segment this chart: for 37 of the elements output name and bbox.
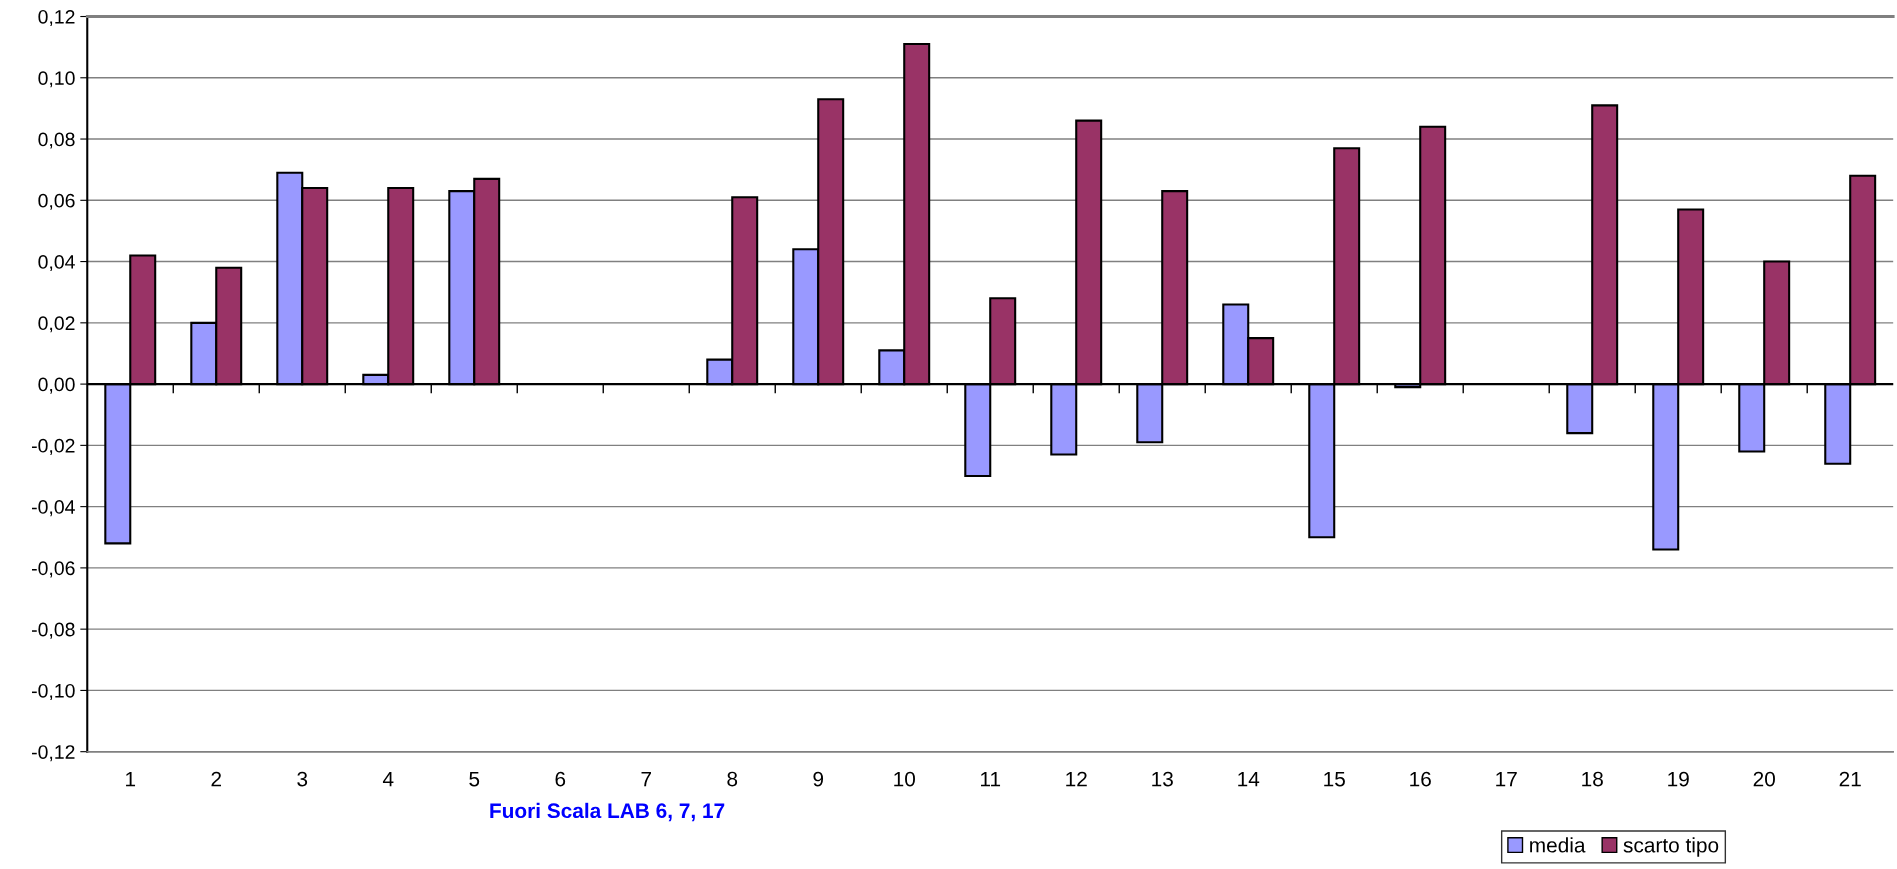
y-tick-label: 0,02 xyxy=(38,316,75,333)
y-tick-label: 0,08 xyxy=(38,132,75,149)
x-tick-label: 18 xyxy=(1582,771,1603,787)
x-tick-label: 21 xyxy=(1839,771,1861,787)
y-tick-label: -0,10 xyxy=(32,683,75,700)
x-tick-label: 11 xyxy=(981,771,1001,787)
y-tick-label: -0,12 xyxy=(32,745,75,762)
y-tick-label: -0,06 xyxy=(32,561,75,578)
x-tick-label: 7 xyxy=(641,771,651,787)
x-tick-label: 13 xyxy=(1152,771,1173,787)
y-tick-label: -0,02 xyxy=(32,438,75,455)
x-tick-label: 12 xyxy=(1066,771,1087,787)
x-tick-label: 2 xyxy=(211,771,222,787)
y-tick-label: 0,04 xyxy=(38,255,75,272)
x-tick-label: 4 xyxy=(382,771,394,787)
y-tick-label: 0,12 xyxy=(38,9,75,27)
x-tick-label: 19 xyxy=(1668,771,1689,787)
x-tick-label: 16 xyxy=(1410,771,1431,787)
x-tick-label: 6 xyxy=(555,771,566,787)
x-tick-label: 8 xyxy=(727,771,738,787)
y-tick-label: 0,06 xyxy=(38,193,75,210)
x-tick-label: 10 xyxy=(894,771,916,787)
x-tick-label: 20 xyxy=(1753,771,1775,787)
x-tick-label: 14 xyxy=(1238,771,1260,787)
legend-label: media xyxy=(1530,837,1586,853)
y-tick-label: -0,04 xyxy=(32,500,75,517)
legend-label: scarto tipo xyxy=(1623,837,1719,857)
text: Fuori Scala LAB 6, 7, 17 xyxy=(490,802,725,822)
y-tick-label: 0,10 xyxy=(38,71,75,88)
x-tick-label: 9 xyxy=(813,771,824,787)
x-tick-label: 15 xyxy=(1324,771,1345,787)
y-tick-label: -0,08 xyxy=(32,622,75,639)
x-tick-label: 5 xyxy=(469,771,480,787)
x-tick-label: 17 xyxy=(1496,771,1517,787)
x-tick-label: 3 xyxy=(297,771,308,787)
y-tick-label: 0,00 xyxy=(38,377,75,394)
x-tick-label: 1 xyxy=(126,771,136,787)
